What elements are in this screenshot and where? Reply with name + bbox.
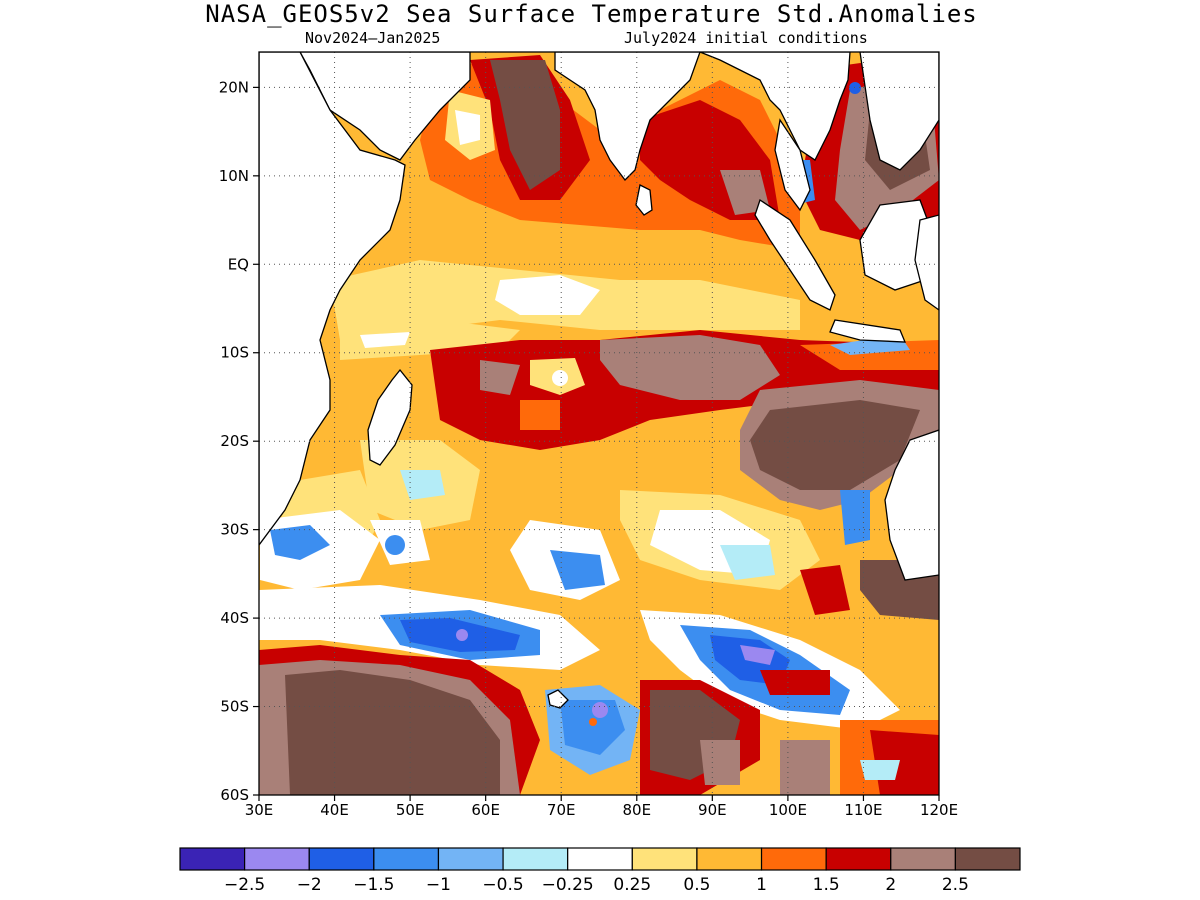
lon-tick-label: 90E <box>698 801 727 819</box>
lat-tick-label: 20N <box>219 78 249 96</box>
lon-tick-label: 60E <box>471 801 500 819</box>
graticule <box>259 52 939 795</box>
colorbar-swatch <box>179 847 246 871</box>
lon-tick-label: 30E <box>245 801 274 819</box>
colorbar-swatch <box>890 847 956 871</box>
colorbar-swatch <box>954 847 1021 871</box>
colorbar-swatch <box>696 847 763 871</box>
colorbar-label: −0.25 <box>542 875 594 895</box>
lon-tick-label: 50E <box>396 801 425 819</box>
colorbar-label: 0.25 <box>613 875 651 895</box>
colorbar-swatch <box>437 847 504 871</box>
lat-tick-label: 60S <box>220 786 249 804</box>
lat-tick-label: 10S <box>220 344 249 362</box>
lat-tick-label: 30S <box>220 521 249 539</box>
colorbar-label: 1.5 <box>813 875 840 895</box>
forecast-period: Nov2024–Jan2025 <box>305 29 441 47</box>
colorbar-label: −2 <box>297 875 322 895</box>
map-title: NASA_GEOS5v2 Sea Surface Temperature Std… <box>205 0 978 28</box>
colorbar-swatch <box>631 847 698 871</box>
lat-tick-label: 20S <box>220 432 249 450</box>
longitude-axis: 30E 40E 50E 60E 70E 80E 90E 100E 110E 120E <box>245 795 958 819</box>
latitude-axis: 20N 10N EQ 10S 20S 30S 40S 50S 60S <box>219 78 259 804</box>
colorbar-swatch <box>373 847 440 871</box>
lon-tick-label: 110E <box>844 801 882 819</box>
lon-tick-label: 120E <box>920 801 958 819</box>
colorbar-label: −0.5 <box>482 875 523 895</box>
lat-tick-label: 40S <box>220 609 249 627</box>
colorbar-label: 0.5 <box>683 875 710 895</box>
lon-tick-label: 70E <box>547 801 576 819</box>
initial-conditions: July2024 initial conditions <box>624 29 868 47</box>
landmasses <box>259 52 939 709</box>
lat-tick-label: 50S <box>220 698 249 716</box>
colorbar-labels: −2.5 −2 −1.5 −1 −0.5 −0.25 0.25 0.5 1 1.5 2 2.5 <box>224 875 969 895</box>
lat-tick-label: 10N <box>219 167 249 185</box>
colorbar-swatch <box>502 847 569 871</box>
colorbar-label: 2 <box>885 875 896 895</box>
colorbar-label: −2.5 <box>224 875 265 895</box>
lon-tick-label: 40E <box>320 801 349 819</box>
colorbar-label: −1.5 <box>353 875 394 895</box>
colorbar <box>179 847 1021 871</box>
colorbar-label: 2.5 <box>942 875 969 895</box>
map-frame <box>258 51 940 796</box>
colorbar-swatch <box>567 847 633 871</box>
lat-tick-label: EQ <box>228 255 249 273</box>
lon-tick-label: 100E <box>769 801 807 819</box>
lon-tick-label: 80E <box>622 801 651 819</box>
colorbar-swatch <box>308 847 375 871</box>
colorbar-label: −1 <box>426 875 451 895</box>
colorbar-swatch <box>760 847 827 871</box>
colorbar-label: 1 <box>756 875 767 895</box>
colorbar-swatch <box>244 847 310 871</box>
colorbar-swatch <box>825 847 892 871</box>
